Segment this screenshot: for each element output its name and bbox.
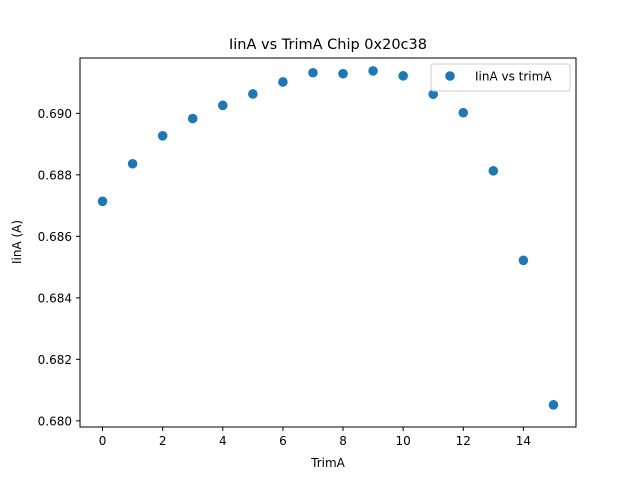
data-point [127,158,138,169]
data-point [278,77,288,87]
legend-label: IinA vs trimA [475,70,552,84]
data-point [458,107,469,118]
legend-marker [445,71,455,81]
data-point [488,166,499,176]
y-tick-label: 0.684 [38,291,72,305]
data-point [97,196,108,207]
data-point [187,113,198,124]
x-axis-label: TrimA [310,456,346,470]
plot-frame [79,57,577,428]
data-point [308,67,318,78]
data-point [398,71,408,81]
y-tick-label: 0.686 [38,230,72,244]
data-point [428,89,439,100]
x-tick-label: 12 [456,434,471,448]
data-point [217,100,228,111]
x-tick-label: 8 [339,434,347,448]
data-point [368,66,378,76]
y-tick-label: 0.680 [38,414,72,428]
legend-box [430,63,571,92]
data-point [548,400,559,410]
y-tick-label: 0.682 [38,353,72,367]
x-tick-label: 14 [516,434,531,448]
data-point [248,89,258,99]
legend: IinA vs trimA [430,63,571,92]
x-tick-label: 4 [219,434,227,448]
data-points [97,66,559,410]
data-point [157,130,168,141]
y-tick-label: 0.688 [38,168,72,182]
data-point [518,255,529,266]
x-tick-label: 10 [396,434,411,448]
y-tick-label: 0.690 [38,107,72,121]
x-tick-label: 0 [99,434,107,448]
x-tick-label: 2 [159,434,167,448]
y-axis: 0.680 0.682 0.684 0.686 0.688 0.690 [38,107,80,428]
data-point [338,68,348,79]
x-tick-label: 6 [279,434,287,448]
x-axis: 0 2 4 6 8 10 12 14 [99,427,531,448]
chart-title: IinA vs TrimA Chip 0x20c38 [229,37,427,53]
y-axis-label: IinA (A) [10,220,24,264]
